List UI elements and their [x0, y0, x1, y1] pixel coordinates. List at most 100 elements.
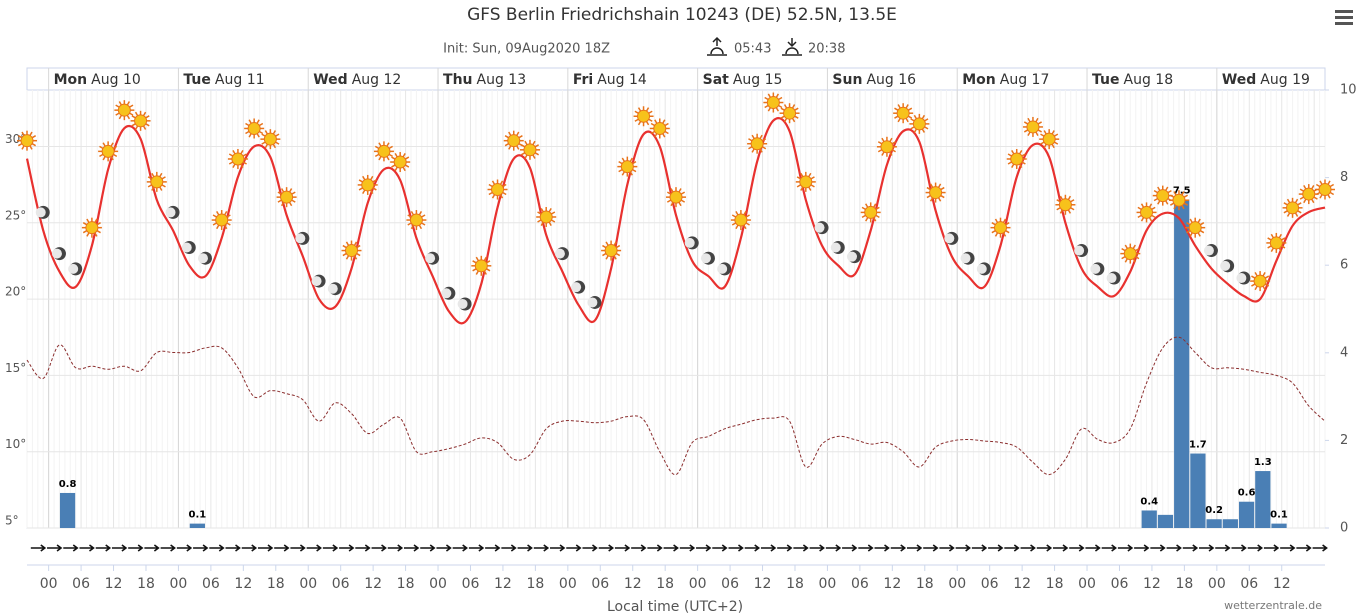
sun-ray: [794, 115, 799, 119]
wind-arrow: [696, 544, 712, 552]
date: Aug 18: [1124, 72, 1174, 88]
sun-ray: [1186, 230, 1191, 234]
sun-ray: [245, 122, 250, 127]
sun-ray: [905, 104, 909, 109]
weather-icon: [373, 141, 394, 162]
wind-arrow: [241, 544, 258, 552]
sun-ray: [632, 160, 637, 165]
wind-arrow: [614, 544, 631, 552]
sun-ray: [875, 206, 880, 211]
sun-ray: [532, 140, 536, 146]
sun-ray: [242, 161, 247, 165]
x-tick-label: 06: [851, 576, 869, 592]
sun-ray: [370, 175, 374, 181]
sun-ray: [1035, 117, 1039, 123]
weather-icon: [1136, 202, 1157, 223]
sun-ray: [99, 153, 104, 158]
sun-ray: [1037, 129, 1042, 133]
x-tick-label: 00: [689, 576, 707, 592]
sun-ray: [743, 224, 747, 230]
sun-ray: [502, 191, 507, 196]
weather-icon: [1185, 217, 1206, 238]
weather-icon: [779, 103, 800, 124]
sun-ray: [483, 256, 487, 261]
wind-arrow: [47, 544, 63, 552]
wind-arrow: [160, 544, 176, 552]
precip-bar: [59, 492, 76, 528]
sun-ray: [632, 168, 637, 173]
date: Aug 11: [215, 72, 265, 88]
sun-ray: [1299, 196, 1304, 200]
sun-ray: [926, 194, 931, 199]
sun-ray: [875, 214, 880, 219]
sun-ray: [926, 186, 931, 191]
weather-icon: [197, 251, 212, 265]
sun-ray: [31, 135, 37, 139]
sun-ray: [1281, 245, 1286, 249]
sun-ray: [1283, 202, 1288, 206]
sun-ray: [258, 122, 264, 127]
wind-arrow: [679, 544, 696, 552]
sun: [783, 106, 797, 120]
sun-ray: [1148, 217, 1153, 222]
wind-arrow: [306, 544, 322, 552]
sun: [231, 152, 245, 166]
wind-arrow: [1296, 544, 1312, 552]
wind-arrow: [209, 544, 225, 552]
menu-button[interactable]: [1335, 10, 1353, 25]
sun-ray: [634, 118, 639, 122]
x-tick-label: 18: [916, 576, 934, 592]
sun-ray: [891, 141, 896, 145]
sun-ray: [21, 131, 25, 136]
sun-ray: [743, 210, 747, 216]
sun-ray: [897, 118, 901, 123]
sun-ray: [288, 188, 293, 193]
sun-ray: [1124, 258, 1128, 263]
sun-ray: [810, 176, 815, 180]
weather-icon: [1168, 190, 1189, 211]
sun-ray: [1286, 212, 1291, 217]
moon-light: [165, 207, 176, 218]
sun: [101, 144, 115, 158]
sun-ray: [134, 125, 139, 130]
sun: [912, 117, 926, 131]
sun-ray: [1327, 180, 1331, 185]
weather-icon: [1074, 244, 1089, 258]
sun: [20, 134, 34, 148]
sun-ray: [680, 191, 686, 195]
sun-ray: [17, 143, 23, 147]
wind-arrow: [225, 544, 241, 552]
sun: [1286, 201, 1300, 215]
sun-ray: [1251, 283, 1256, 287]
sun-ray: [277, 199, 282, 203]
sun-ray: [1264, 283, 1270, 287]
wind-arrow: [582, 544, 598, 552]
sun-ray: [388, 145, 393, 150]
weather-icon: [471, 255, 492, 276]
x-tick-label: 12: [624, 576, 642, 592]
sun: [474, 259, 488, 273]
sun-ray: [551, 211, 556, 215]
precip-label: 0.1: [1270, 510, 1288, 521]
sun-ray: [767, 107, 771, 112]
sun-ray: [735, 210, 739, 216]
sun-ray: [1121, 247, 1126, 252]
x-tick-label: 12: [364, 576, 382, 592]
sun-ray: [1040, 141, 1045, 145]
sun-ray: [1027, 117, 1031, 123]
sun-ray: [1151, 214, 1156, 219]
sun-ray: [1002, 218, 1007, 223]
precip-label: 7.5: [1173, 186, 1191, 197]
weather-icon: [1039, 129, 1060, 150]
wind-arrow: [906, 544, 923, 552]
x-tick-label: 06: [462, 576, 480, 592]
sun-ray: [1148, 203, 1153, 208]
sun: [1269, 236, 1283, 250]
x-tick-label: 12: [1273, 576, 1291, 592]
sun-ray: [748, 146, 753, 150]
sun-ray: [1002, 232, 1007, 237]
sun-ray: [394, 153, 398, 158]
sun-ray: [1329, 191, 1335, 196]
moon-light: [197, 253, 208, 264]
x-tick-label: 00: [429, 576, 447, 592]
